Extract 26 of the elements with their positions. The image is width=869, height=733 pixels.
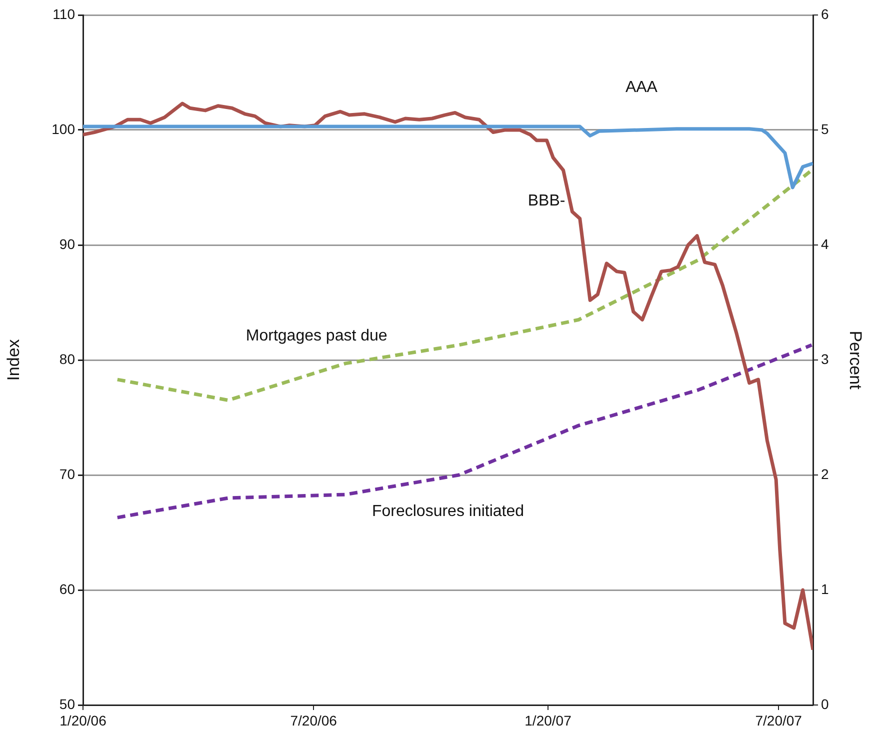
x-tick-label: 7/20/06 xyxy=(290,712,338,728)
y-tick-label: 110 xyxy=(52,6,76,22)
y2-tick-label: 0 xyxy=(821,696,829,712)
series-label: BBB- xyxy=(528,192,566,210)
line-series xyxy=(116,168,813,402)
line-series xyxy=(116,343,813,520)
y2-tick-label: 2 xyxy=(821,466,829,482)
y-tick-label: 50 xyxy=(59,696,76,712)
y-axis-title: Index xyxy=(4,338,23,381)
y-tick-label: 60 xyxy=(59,580,76,597)
series-label: Foreclosures initiated xyxy=(372,503,524,520)
x-tick-label: 7/20/07 xyxy=(755,712,802,728)
y-tick-label: 100 xyxy=(52,120,76,137)
x-tick-label: 1/20/06 xyxy=(60,712,107,728)
y2-tick-label: 6 xyxy=(821,6,829,22)
series-label: Mortgages past due xyxy=(246,327,388,344)
y2-axis-title: Percent xyxy=(846,330,866,390)
y2-tick-label: 5 xyxy=(821,120,829,137)
y-tick-label: 90 xyxy=(59,236,76,252)
y-tick-label: 80 xyxy=(59,350,76,367)
y2-tick-label: 4 xyxy=(821,236,829,252)
text: AAA xyxy=(625,78,658,96)
y2-tick-label: 1 xyxy=(821,580,829,597)
y2-tick-label: 3 xyxy=(821,350,829,367)
y-tick-label: 70 xyxy=(59,466,76,482)
x-tick-label: 1/20/07 xyxy=(524,712,572,728)
